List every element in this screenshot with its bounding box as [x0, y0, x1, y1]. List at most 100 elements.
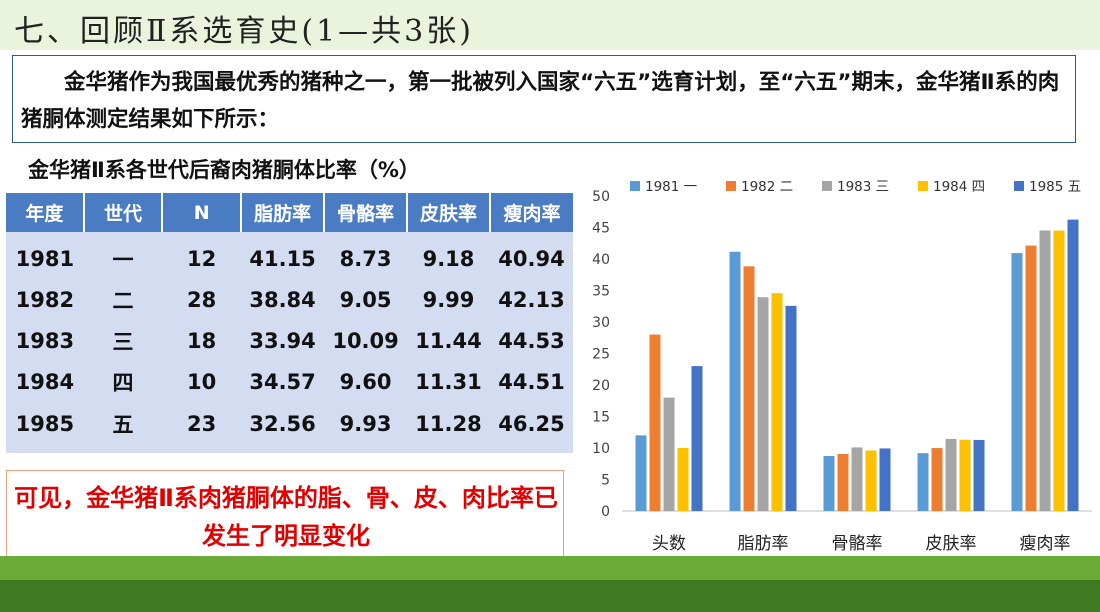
bar — [917, 453, 929, 511]
table-row: 1984 四 10 34.57 9.60 11.31 44.51 — [6, 361, 573, 404]
table-cell: 10 — [162, 361, 242, 404]
grass-decoration-front — [0, 580, 1100, 612]
page-title: 七、回顾Ⅱ系选育史(1—共3张) — [14, 14, 474, 49]
table-cell: 33.94 — [241, 320, 325, 362]
table-cell: 8.73 — [324, 232, 408, 279]
table-cell: 23 — [162, 403, 242, 453]
bar — [945, 438, 957, 511]
table-title: 金华猪Ⅱ系各世代后裔肉猪胴体比率（%） — [28, 158, 420, 182]
legend-label: 1985 五 — [1029, 179, 1081, 195]
table-cell: 9.60 — [324, 361, 408, 404]
bar — [649, 334, 661, 511]
data-table: 年度 世代 N 脂肪率 骨骼率 皮肤率 瘦肉率 1981 一 12 41.15 … — [6, 193, 573, 453]
table-row: 1981 一 12 41.15 8.73 9.18 40.94 — [6, 232, 573, 279]
table-cell: 1984 — [6, 361, 84, 404]
legend-swatch — [726, 181, 736, 191]
legend-label: 1984 四 — [933, 179, 985, 195]
bar — [865, 450, 877, 511]
column-header-generation: 世代 — [83, 193, 164, 232]
column-header-bone-rate: 骨骼率 — [324, 193, 409, 232]
intro-box: 金华猪作为我国最优秀的猪种之一，第一批被列入国家“六五”选育计划，至“六五”期末… — [12, 55, 1076, 143]
bar — [973, 439, 985, 511]
bar — [823, 456, 835, 511]
legend-swatch — [1014, 181, 1024, 191]
table-cell: 五 — [83, 403, 163, 453]
category-label: 瘦肉率 — [1020, 534, 1071, 554]
bar — [879, 448, 891, 511]
bar — [851, 447, 863, 511]
table-cell: 11.44 — [407, 320, 490, 362]
bar — [691, 366, 703, 511]
table-cell: 28 — [162, 279, 242, 321]
table-cell: 34.57 — [241, 361, 325, 404]
table-cell: 三 — [83, 320, 163, 362]
category-label: 头数 — [652, 534, 686, 554]
table-cell: 44.51 — [490, 361, 573, 404]
y-tick-label: 10 — [592, 441, 610, 457]
column-header-n: N — [162, 193, 243, 232]
table-cell: 40.94 — [490, 232, 573, 279]
column-header-skin-rate: 皮肤率 — [407, 193, 491, 232]
table-cell: 38.84 — [241, 279, 325, 321]
table-row: 1985 五 23 32.56 9.93 11.28 46.25 — [6, 403, 573, 453]
table-cell: 32.56 — [241, 403, 325, 453]
table-cell: 44.53 — [490, 320, 573, 362]
bar — [931, 448, 943, 511]
title-bar: 七、回顾Ⅱ系选育史(1—共3张) — [0, 0, 1100, 50]
y-tick-label: 15 — [592, 410, 610, 426]
y-tick-label: 20 — [592, 378, 610, 394]
table-cell: 18 — [162, 320, 242, 362]
table-cell: 46.25 — [490, 403, 573, 453]
category-label: 脂肪率 — [738, 534, 789, 554]
column-header-lean-rate: 瘦肉率 — [490, 193, 573, 232]
table-cell: 12 — [162, 232, 242, 279]
legend-label: 1983 三 — [837, 179, 889, 195]
intro-text: 金华猪作为我国最优秀的猪种之一，第一批被列入国家“六五”选育计划，至“六五”期末… — [21, 70, 1060, 132]
bar-chart: 0 5 10 15 20 25 30 35 40 45 50 头数 脂肪率 骨骼率 皮肤率 瘦肉率 1981 一… — [592, 179, 1092, 554]
table-cell: 42.13 — [490, 279, 573, 321]
table-row: 1983 三 18 33.94 10.09 11.44 44.53 — [6, 320, 573, 362]
bar — [1025, 245, 1037, 511]
legend-swatch — [630, 181, 640, 191]
y-tick-label: 25 — [592, 347, 610, 363]
table-cell: 1983 — [6, 320, 84, 362]
bar — [785, 305, 797, 511]
bar — [1053, 230, 1065, 511]
table-cell: 1981 — [6, 232, 84, 279]
column-header-fat-rate: 脂肪率 — [241, 193, 326, 232]
category-label: 骨骼率 — [832, 534, 883, 554]
table-cell: 二 — [83, 279, 163, 321]
category-label: 皮肤率 — [926, 534, 977, 554]
bar — [743, 266, 755, 511]
legend-label: 1981 一 — [645, 179, 697, 195]
bar — [729, 251, 741, 511]
legend-swatch — [918, 181, 928, 191]
conclusion-box: 可见，金华猪Ⅱ系肉猪胴体的脂、骨、皮、肉比率已发生了明显变化 — [6, 470, 564, 562]
table-cell: 9.05 — [324, 279, 408, 321]
table-row: 1982 二 28 38.84 9.05 9.99 42.13 — [6, 279, 573, 321]
bar — [1011, 253, 1023, 511]
bar — [635, 435, 647, 511]
table-cell: 一 — [83, 232, 163, 279]
table-cell: 1985 — [6, 403, 84, 453]
table-cell: 9.93 — [324, 403, 408, 453]
bar — [677, 448, 689, 511]
legend-label: 1982 二 — [741, 179, 793, 195]
y-tick-label: 40 — [592, 252, 610, 268]
bar — [1039, 230, 1051, 511]
bar — [837, 453, 849, 511]
table-cell: 11.28 — [407, 403, 490, 453]
y-tick-label: 35 — [592, 284, 610, 300]
conclusion-text: 可见，金华猪Ⅱ系肉猪胴体的脂、骨、皮、肉比率已发生了明显变化 — [14, 484, 558, 550]
y-tick-label: 45 — [592, 221, 610, 237]
bar — [771, 293, 783, 511]
table-cell: 41.15 — [241, 232, 325, 279]
table-cell: 9.99 — [407, 279, 490, 321]
y-tick-label: 30 — [592, 315, 610, 331]
bar — [959, 439, 971, 511]
table-cell: 9.18 — [407, 232, 490, 279]
table-cell: 四 — [83, 361, 163, 404]
table-cell: 10.09 — [324, 320, 408, 362]
legend-swatch — [822, 181, 832, 191]
bar — [1067, 219, 1079, 511]
